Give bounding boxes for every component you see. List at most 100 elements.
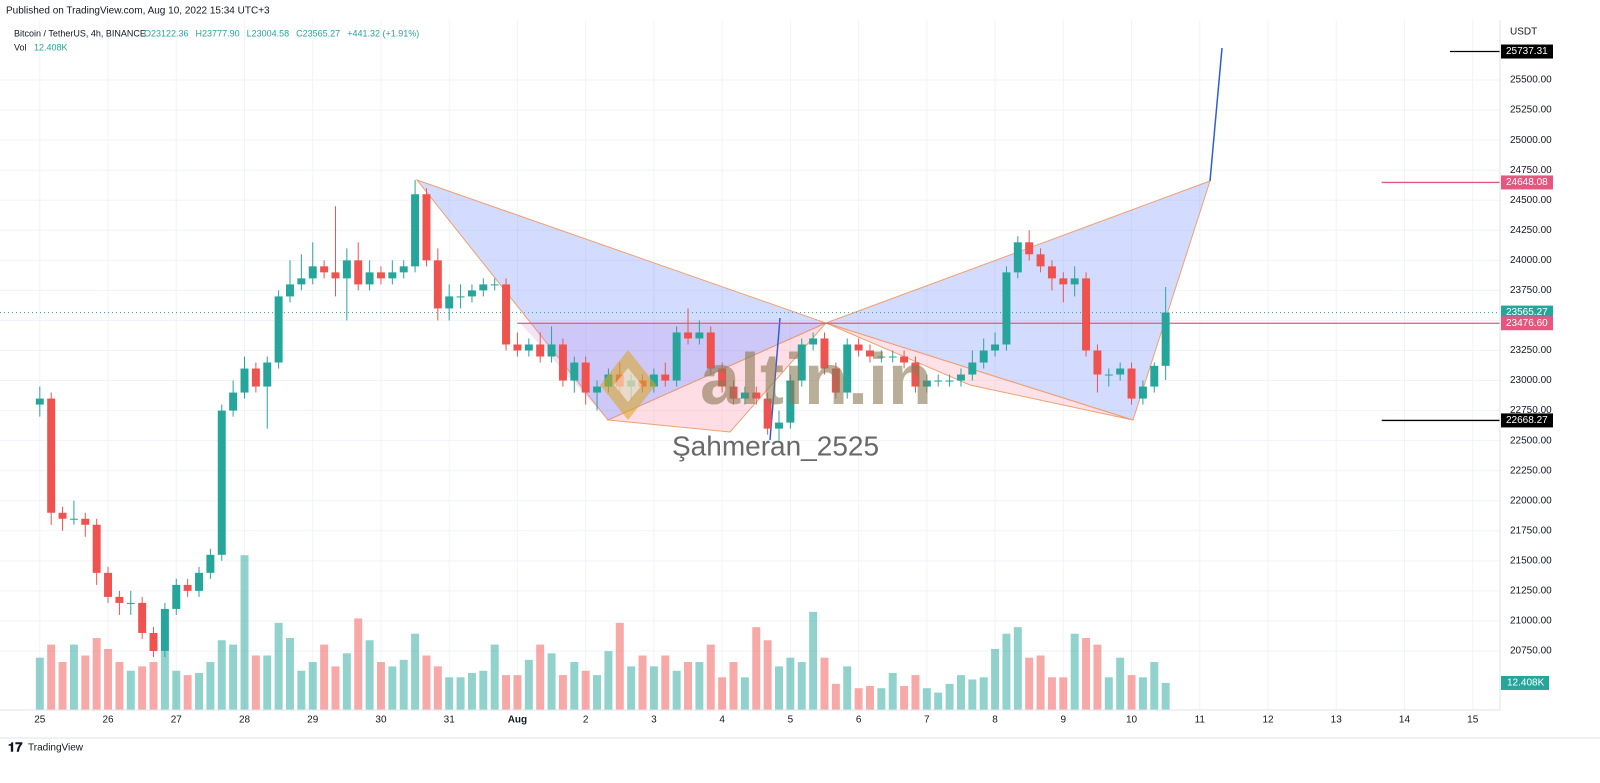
- candle-body: [1161, 312, 1170, 366]
- pattern-drawing: [415, 47, 1223, 441]
- volume-bar: [342, 653, 351, 710]
- candle-body: [513, 344, 522, 351]
- volume-bar: [729, 662, 738, 710]
- candle-body: [1025, 242, 1034, 255]
- candle-body: [456, 296, 465, 298]
- candle-body: [138, 602, 147, 633]
- volume-bar: [1127, 675, 1136, 710]
- x-tick-label: 5: [788, 715, 794, 726]
- volume-bar: [945, 683, 954, 710]
- volume-bar: [195, 672, 203, 710]
- candle-body: [354, 260, 363, 285]
- footer-logo: 𝟏𝟕: [8, 739, 23, 754]
- currency: USDT: [1510, 27, 1537, 38]
- candle-body: [843, 344, 852, 393]
- candle-body: [865, 350, 874, 357]
- volume-bar: [752, 627, 761, 710]
- candle-body: [251, 368, 260, 387]
- price-label: 23476.60: [1506, 318, 1548, 329]
- pattern-triangle: [606, 322, 827, 433]
- candle-body: [308, 266, 317, 279]
- y-tick-label: 23750.00: [1510, 285, 1552, 296]
- candle-body: [490, 284, 499, 286]
- volume-bar: [956, 675, 965, 710]
- y-tick-label: 22000.00: [1510, 495, 1552, 506]
- price-label: 23565.27: [1506, 307, 1548, 318]
- candle-body: [968, 362, 977, 375]
- x-tick-label: 29: [307, 715, 319, 726]
- candle-body: [695, 332, 704, 339]
- volume-bar: [604, 651, 613, 710]
- volume-bar: [1059, 677, 1068, 710]
- price-label: 22668.27: [1506, 415, 1548, 426]
- volume-bar: [615, 622, 624, 710]
- volume-bar: [865, 686, 874, 710]
- watermark: altin.in Şahmeran_2525: [600, 340, 932, 461]
- volume-bar: [1070, 633, 1079, 710]
- x-tick-label: 4: [719, 715, 725, 726]
- volume-bar: [775, 666, 783, 710]
- candle-body: [809, 338, 818, 345]
- volume-bar: [104, 648, 113, 710]
- candle-body: [888, 356, 897, 358]
- y-tick-label: 21000.00: [1510, 616, 1552, 627]
- volume-bar: [570, 662, 579, 710]
- candle-body: [1036, 254, 1045, 267]
- y-tick-label: 22250.00: [1510, 465, 1552, 476]
- x-tick-label: 9: [1061, 715, 1067, 726]
- candle-body: [831, 368, 840, 393]
- candle-body: [1002, 272, 1011, 345]
- volume-bars: [35, 555, 1170, 710]
- candle-body: [1093, 350, 1102, 375]
- volume-bar: [536, 644, 545, 710]
- candle-body: [195, 572, 203, 591]
- candle-body: [47, 398, 56, 513]
- grid: [0, 20, 1500, 710]
- y-tick-label: 24000.00: [1510, 255, 1552, 266]
- candle-body: [922, 380, 931, 387]
- volume-bar: [797, 662, 806, 710]
- volume-bar: [1093, 644, 1102, 710]
- candle-body: [58, 512, 67, 519]
- candle-body: [1082, 278, 1091, 351]
- volume-bar: [251, 655, 260, 710]
- x-tick-label: 27: [171, 715, 183, 726]
- volume-bar: [47, 644, 56, 710]
- candle-body: [422, 194, 431, 261]
- volume-bar: [1047, 677, 1056, 710]
- y-tick-label: 25250.00: [1510, 105, 1552, 116]
- candle-body: [274, 296, 283, 363]
- candle-body: [399, 266, 408, 273]
- volume-bar: [1036, 655, 1045, 710]
- y-tick-label: 22750.00: [1510, 405, 1552, 416]
- volume-bar: [81, 655, 90, 710]
- candle-body: [433, 260, 442, 309]
- ohlc-value: C23565.27: [296, 28, 340, 38]
- volume-bar: [69, 644, 78, 710]
- volume-bar: [593, 675, 602, 710]
- ohlc-value: L23004.58: [247, 28, 290, 38]
- volume-bar: [206, 662, 215, 710]
- volume-bar: [149, 662, 158, 710]
- candle-body: [69, 518, 78, 520]
- x-tick-label: 10: [1126, 715, 1138, 726]
- volume-bar: [911, 675, 920, 710]
- header: Published on TradingView.com, Aug 10, 20…: [6, 6, 270, 17]
- volume-bar: [1161, 682, 1170, 710]
- ohlc-value: H23777.90: [196, 28, 240, 38]
- volume-bar: [706, 644, 715, 710]
- candle-body: [956, 374, 965, 381]
- candle-body: [740, 392, 749, 399]
- candle-body: [581, 362, 590, 393]
- x-tick-label: 3: [651, 715, 657, 726]
- x-tick-label: 12: [1262, 715, 1274, 726]
- volume-bar: [490, 644, 499, 710]
- volume-bar: [58, 662, 67, 710]
- volume-bar: [115, 662, 124, 710]
- candle-body: [479, 284, 488, 291]
- volume-bar: [979, 677, 988, 710]
- candle-body: [661, 374, 670, 381]
- x-tick-label: 11: [1195, 715, 1206, 726]
